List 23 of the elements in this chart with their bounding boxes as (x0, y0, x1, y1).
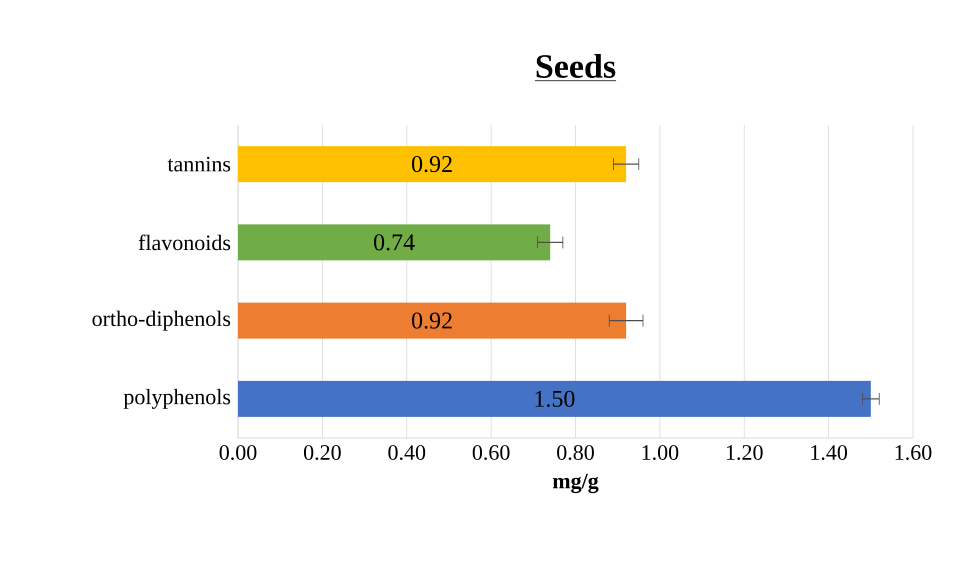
y-tick-label: ortho-diphenols (92, 310, 230, 331)
y-tick-label: polyphenols (124, 388, 230, 409)
x-tick-label: 0.60 (472, 445, 510, 460)
y-tick-label: flavonoids (138, 234, 230, 250)
data-label: 1.50 (536, 390, 574, 408)
x-tick-label: 0.20 (304, 445, 341, 460)
data-label: 0.92 (412, 156, 452, 172)
y-tick-label: tannins (168, 156, 230, 172)
data-label: 0.92 (412, 312, 452, 329)
x-tick-label: 1.00 (642, 445, 678, 460)
bar (238, 380, 871, 417)
x-tick-label: 1.40 (811, 445, 848, 460)
x-tick-label: 0.40 (388, 445, 426, 460)
x-tick-label: 0.00 (220, 445, 256, 460)
bar (238, 224, 550, 260)
bar (238, 302, 626, 339)
x-tick-label: 0.80 (557, 445, 594, 460)
chart-title: Seeds (536, 54, 616, 78)
x-tick-label: 1.20 (726, 445, 763, 460)
bar (238, 146, 626, 182)
data-label: 0.74 (374, 234, 415, 251)
x-tick-label: 1.60 (896, 445, 932, 460)
x-axis-title: mg/g (552, 474, 599, 494)
